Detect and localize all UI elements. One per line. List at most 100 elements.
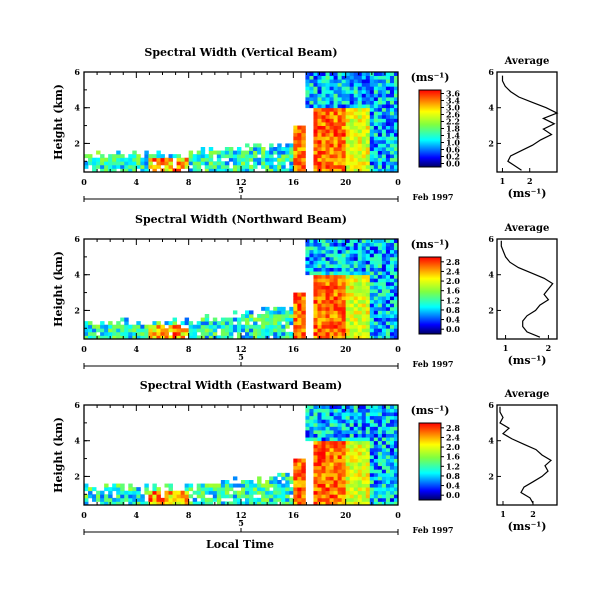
heatmap-cell	[377, 253, 383, 258]
heatmap-cell	[365, 412, 371, 417]
heatmap-cell	[148, 335, 153, 340]
heatmap-cell	[345, 487, 351, 492]
heatmap-cell	[377, 433, 383, 438]
heatmap-cell	[361, 154, 367, 159]
heatmap-cell	[393, 161, 399, 166]
heatmap-cell	[377, 72, 383, 76]
heatmap-cell	[389, 139, 395, 144]
heatmap-cell	[329, 324, 334, 329]
heatmap-cell	[313, 480, 318, 484]
heatmap-cell	[345, 150, 351, 155]
heatmap-cell	[353, 419, 359, 424]
heatmap-cell	[257, 497, 262, 502]
heatmap-cell	[345, 408, 351, 413]
heatmap-cell	[160, 154, 165, 159]
heatmap-cell	[321, 154, 326, 159]
heatmap-cell	[236, 494, 242, 499]
heatmap-cell	[337, 86, 343, 91]
heatmap-cell	[393, 93, 399, 98]
heatmap-cell	[345, 104, 351, 109]
heatmap-cell	[381, 415, 387, 420]
heatmap-cell	[325, 239, 330, 243]
heatmap-cell	[381, 497, 387, 502]
heatmap-cell	[116, 324, 121, 329]
heatmap-cell	[369, 161, 375, 166]
heatmap-cell	[333, 422, 339, 427]
heatmap-cell	[353, 143, 359, 148]
heatmap-cell	[357, 490, 363, 495]
heatmap-cell	[389, 335, 395, 340]
heatmap-cell	[361, 111, 367, 116]
heatmap-cell	[269, 161, 274, 166]
profile-title: Average	[504, 223, 550, 234]
heatmap-cell	[136, 497, 141, 502]
heatmap-cell	[361, 306, 367, 311]
heatmap-cell	[208, 328, 214, 333]
heatmap-cell	[381, 271, 387, 276]
heatmap-cell	[381, 154, 387, 159]
heatmap-cell	[257, 317, 262, 322]
heatmap-cell	[164, 490, 169, 495]
heatmap-cell	[236, 168, 242, 173]
heatmap-cell	[353, 118, 359, 123]
heatmap-cell	[160, 331, 165, 336]
heatmap-cell	[365, 97, 371, 101]
heatmap-cell	[329, 497, 334, 502]
heatmap-cell	[389, 274, 395, 279]
heatmap-cell	[273, 168, 278, 173]
heatmap-cell	[297, 143, 302, 148]
heatmap-cell	[361, 79, 367, 84]
x-tick-label: 4	[134, 177, 140, 187]
heatmap-cell	[132, 331, 137, 336]
heatmap-cell	[373, 111, 379, 116]
heatmap-cell	[216, 501, 222, 506]
heatmap-cell	[341, 86, 347, 91]
heatmap-cell	[196, 321, 202, 326]
heatmap-cell	[361, 415, 367, 420]
heatmap-cell	[208, 335, 214, 340]
heatmap-cell	[108, 331, 113, 336]
heatmap-cell	[297, 154, 302, 159]
heatmap-cell	[337, 147, 343, 151]
heatmap-cell	[381, 161, 387, 166]
heatmap-cell	[377, 150, 383, 155]
heatmap-cell	[220, 154, 226, 159]
heatmap-cell	[341, 143, 347, 148]
heatmap-cell	[365, 310, 371, 315]
heatmap-cell	[245, 331, 250, 336]
heatmap-cell	[236, 164, 242, 169]
heatmap-cell	[148, 501, 153, 506]
heatmap-cell	[140, 324, 145, 329]
heatmap-cell	[373, 310, 379, 315]
heatmap-cell	[321, 278, 326, 283]
heatmap-cell	[389, 490, 395, 495]
heatmap-cell	[341, 139, 347, 144]
heatmap-cell	[341, 274, 347, 279]
heatmap-cell	[361, 451, 367, 456]
heatmap-cell	[353, 242, 359, 247]
heatmap-cell	[301, 490, 306, 495]
heatmap-cell	[381, 328, 387, 333]
heatmap-cell	[361, 317, 367, 322]
heatmap-cell	[224, 483, 230, 488]
heatmap-cell	[152, 490, 157, 495]
heatmap-cell	[373, 422, 379, 427]
heatmap-cell	[349, 111, 355, 116]
heatmap-cell	[345, 296, 351, 301]
heatmap-cell	[369, 469, 375, 474]
heatmap-cell	[345, 437, 351, 442]
heatmap-cell	[321, 469, 326, 474]
heatmap-cell	[132, 328, 137, 333]
heatmap-cell	[329, 296, 334, 301]
heatmap-cell	[385, 447, 391, 452]
heatmap-cell	[389, 317, 395, 322]
heatmap-cell	[357, 281, 363, 286]
heatmap-cell	[212, 324, 218, 329]
heatmap-cell	[96, 324, 101, 329]
heatmap-cell	[120, 501, 125, 506]
heatmap-cell	[385, 239, 391, 243]
heatmap-cell	[317, 472, 322, 477]
heatmap-cell	[329, 430, 334, 434]
heatmap-cell	[389, 303, 395, 308]
heatmap-cell	[301, 125, 306, 130]
